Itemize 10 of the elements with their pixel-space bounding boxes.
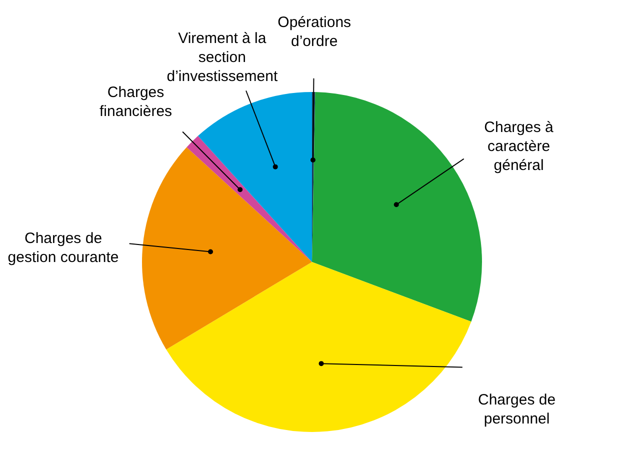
pie-slice [166,262,472,432]
slice-label: Charges de gestion courante [8,230,119,266]
slice-label: Virement à la section d’investissement [166,30,278,86]
pie-slice [312,92,482,322]
slice-label: Charges financières [100,84,172,120]
pie-slice [142,147,312,350]
slice-label: Opérations d’ordre [278,14,352,50]
slice-label: Charges de personnel [478,392,556,428]
pie-slice [198,92,312,262]
slice-label: Charges à caractère général [484,119,554,174]
